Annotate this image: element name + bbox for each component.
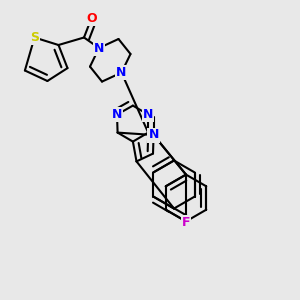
Text: F: F (182, 216, 190, 230)
Text: S: S (30, 31, 39, 44)
Text: N: N (112, 108, 122, 121)
Text: N: N (143, 108, 153, 121)
Text: N: N (148, 128, 159, 142)
Text: N: N (94, 41, 104, 55)
Text: N: N (116, 66, 127, 79)
Text: O: O (86, 11, 97, 25)
